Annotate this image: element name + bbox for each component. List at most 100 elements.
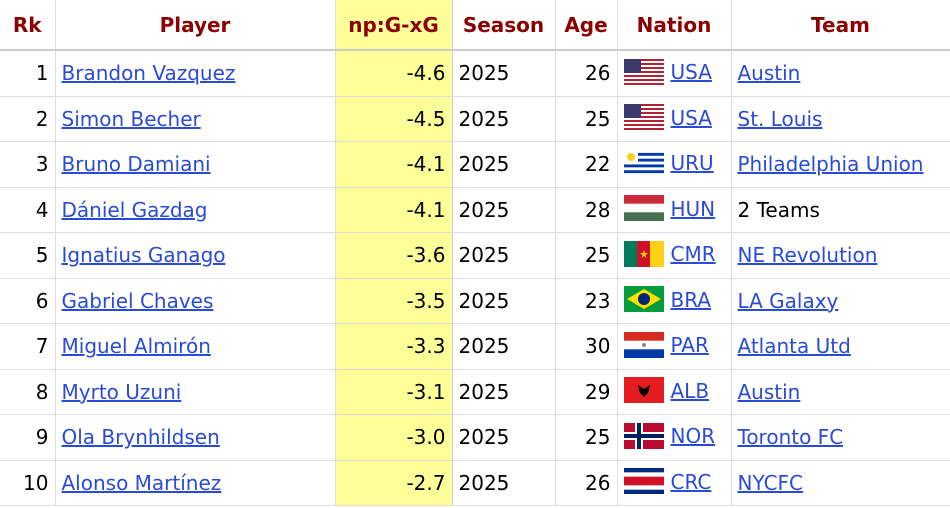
player-link[interactable]: Brandon Vazquez	[61, 61, 236, 86]
column-header[interactable]: Rk	[0, 0, 56, 51]
team-link[interactable]: Atlanta Utd	[737, 334, 851, 359]
table-row: 7 Miguel Almirón -3.3 2025 30 PAR Atlanta Utd	[0, 323, 950, 370]
age-cell: 25	[555, 232, 618, 279]
player-link[interactable]: Ignatius Ganago	[61, 243, 226, 268]
nation-link[interactable]: URU	[670, 151, 714, 175]
player-link[interactable]: Simon Becher	[61, 106, 201, 131]
np-g-xg-value: -4.1	[406, 197, 446, 222]
season-cell: 2025	[452, 50, 556, 97]
age: 25	[585, 425, 611, 450]
age-cell: 25	[555, 414, 618, 461]
season-cell: 2025	[452, 187, 556, 233]
age-cell: 26	[555, 50, 618, 97]
table-row: 5 Ignatius Ganago -3.6 2025 25 CMR NE Revoluti…	[0, 232, 950, 279]
nation-link[interactable]: CRC	[670, 469, 712, 494]
rank-cell: 1	[0, 50, 56, 97]
nation-cell: HUN	[617, 187, 732, 233]
team-link[interactable]: Toronto FC	[737, 425, 844, 450]
stat-cell: -4.6	[334, 50, 453, 97]
rank-cell: 4	[0, 187, 56, 233]
column-header[interactable]: Team	[731, 0, 950, 51]
column-header[interactable]: Age	[555, 0, 618, 51]
player-cell: Miguel Almirón	[55, 323, 336, 370]
season: 2025	[458, 243, 510, 268]
team-cell: Austin	[731, 50, 950, 97]
team-cell: Philadelphia Union	[731, 141, 950, 188]
table-row: 4 Dániel Gazdag -4.1 2025 28 HUN 2 Teams	[0, 187, 950, 233]
table-row: 3 Bruno Damiani -4.1 2025 22 URU Philadelphia …	[0, 141, 950, 188]
team-link[interactable]: Austin	[737, 379, 801, 404]
season-cell: 2025	[452, 369, 556, 415]
nation-link[interactable]: HUN	[670, 196, 716, 221]
flag-icon	[623, 195, 664, 221]
nation-link[interactable]: NOR	[670, 424, 716, 448]
stat-cell: -3.6	[334, 232, 453, 279]
nation-link[interactable]: BRA	[670, 287, 712, 312]
team-text: 2 Teams	[737, 197, 820, 222]
team-link[interactable]: St. Louis	[737, 106, 823, 131]
nation-link[interactable]: ALB	[670, 378, 710, 403]
nation-link[interactable]: USA	[670, 60, 712, 84]
rank: 10	[23, 470, 49, 495]
player-cell: Myrto Uzuni	[55, 369, 336, 415]
column-header[interactable]: Season	[452, 0, 556, 51]
age: 29	[585, 379, 611, 404]
flag-icon	[623, 468, 664, 494]
rank-cell: 3	[0, 141, 56, 188]
np-g-xg-value: -4.1	[406, 152, 446, 177]
rank: 4	[35, 197, 49, 222]
stat-cell: -4.1	[334, 187, 453, 233]
nation-cell: URU	[617, 141, 732, 188]
np-g-xg-value: -2.7	[406, 470, 446, 495]
team-link[interactable]: Austin	[737, 61, 801, 86]
nation-cell: CRC	[617, 460, 732, 506]
rank: 1	[35, 61, 49, 86]
season-cell: 2025	[452, 141, 556, 188]
age: 25	[585, 243, 611, 268]
table-row: 2 Simon Becher -4.5 2025 25 USA St. Louis	[0, 96, 950, 142]
player-link[interactable]: Ola Brynhildsen	[61, 425, 220, 450]
nation-link[interactable]: CMR	[670, 242, 716, 266]
age-cell: 30	[555, 323, 618, 370]
age-cell: 28	[555, 187, 618, 233]
team-link[interactable]: NYCFC	[737, 470, 804, 495]
team-cell: Toronto FC	[731, 414, 950, 461]
rank: 2	[35, 106, 49, 131]
table-body: 1 Brandon Vazquez -4.6 2025 26 USA Austin 2 Simo…	[0, 50, 950, 506]
column-header[interactable]: Nation	[617, 0, 732, 51]
season-cell: 2025	[452, 414, 556, 461]
stat-cell: -2.7	[334, 460, 453, 506]
nation-link[interactable]: USA	[670, 105, 712, 130]
np-g-xg-value: -4.5	[406, 106, 446, 131]
season: 2025	[458, 106, 510, 131]
player-link[interactable]: Miguel Almirón	[61, 334, 211, 359]
player-cell: Simon Becher	[55, 96, 336, 142]
team-link[interactable]: Philadelphia Union	[737, 152, 924, 177]
flag-icon	[623, 104, 664, 130]
player-link[interactable]: Dániel Gazdag	[61, 197, 208, 222]
team-link[interactable]: NE Revolution	[737, 243, 878, 268]
rank: 9	[35, 425, 49, 450]
age-cell: 29	[555, 369, 618, 415]
np-g-xg-value: -3.5	[406, 288, 446, 313]
table-row: 10 Alonso Martínez -2.7 2025 26 CRC NYCFC	[0, 460, 950, 506]
np-g-xg-value: -3.3	[406, 334, 446, 359]
age: 22	[585, 152, 611, 177]
np-g-xg-value: -3.1	[406, 379, 446, 404]
player-link[interactable]: Bruno Damiani	[61, 152, 211, 177]
team-link[interactable]: LA Galaxy	[737, 288, 839, 313]
column-header[interactable]: np:G-xG	[334, 0, 453, 51]
column-header[interactable]: Player	[55, 0, 336, 51]
header-row: Rk Player np:G-xG Season Age Nation Team	[0, 0, 950, 51]
season-cell: 2025	[452, 96, 556, 142]
flag-icon	[623, 331, 664, 358]
player-link[interactable]: Gabriel Chaves	[61, 288, 214, 313]
player-link[interactable]: Alonso Martínez	[61, 470, 222, 495]
age: 23	[585, 288, 611, 313]
season-cell: 2025	[452, 323, 556, 370]
player-cell: Gabriel Chaves	[55, 278, 336, 324]
nation-link[interactable]: PAR	[670, 333, 709, 357]
nation-cell: USA	[617, 96, 732, 142]
player-link[interactable]: Myrto Uzuni	[61, 379, 182, 404]
